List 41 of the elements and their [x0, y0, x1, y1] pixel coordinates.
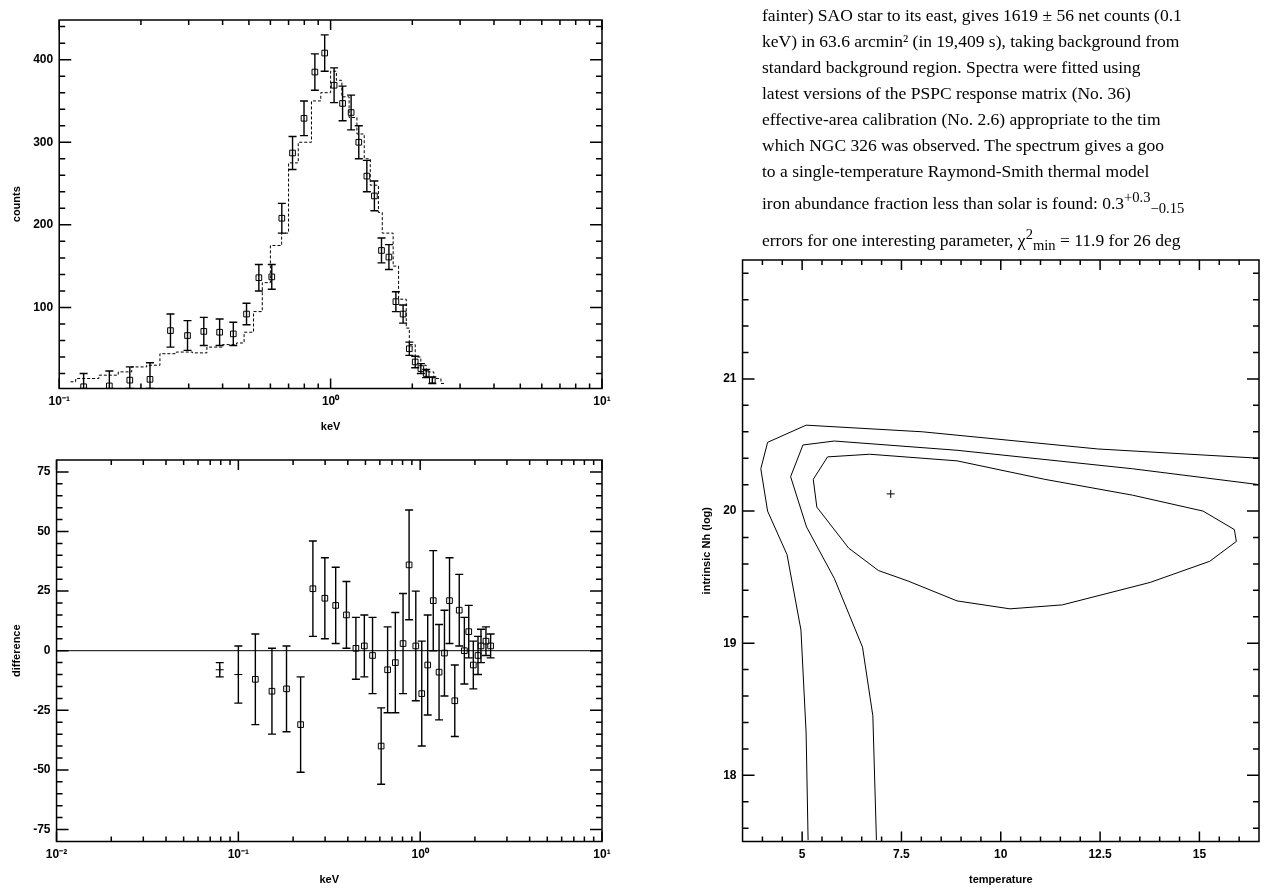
- text: errors for one interesting parameter, χ$^{2}$$_{min}$ = 11.9 for 26 deg: [762, 225, 1182, 256]
- y-tick-label: 200: [33, 217, 54, 232]
- x-tick-label: 15: [1192, 846, 1207, 861]
- x-axis-title: keV: [319, 873, 340, 886]
- y-axis-title: difference: [9, 624, 22, 677]
- y-axis-title: intrinsic Nh (log): [699, 506, 712, 595]
- text: which NGC 326 was observed. The spectrum gives a goo: [762, 134, 1166, 157]
- y-tick-label: 0: [43, 643, 51, 658]
- x-tick-label: 7.5: [893, 846, 911, 861]
- y-tick-label: 300: [33, 134, 54, 149]
- y-tick-label: 20: [723, 503, 737, 518]
- y-tick-label: -25: [33, 702, 51, 717]
- x-tick-label: 10⁻²: [45, 846, 68, 861]
- y-tick-label: 75: [37, 464, 51, 479]
- y-tick-label: 21: [723, 371, 737, 386]
- y-axis-title: counts: [9, 186, 22, 223]
- text: to a single-temperature Raymond-Smith thermal model: [762, 160, 1151, 183]
- y-tick-label: 100: [33, 299, 54, 314]
- x-tick-label: 10⁰: [411, 846, 430, 861]
- y-tick-label: -75: [33, 821, 51, 836]
- x-tick-label: 10¹: [593, 846, 611, 861]
- text: keV) in 63.6 arcmin² (in 19,409 s), taking background from: [762, 30, 1181, 53]
- text: standard background region. Spectra were fitted using: [762, 56, 1142, 79]
- x-tick-label: 10: [994, 846, 1008, 861]
- text: latest versions of the PSPC response matrix (No. 36): [762, 82, 1132, 105]
- x-tick-label: 12.5: [1088, 846, 1113, 861]
- x-axis-title: temperature: [968, 873, 1033, 886]
- text: effective-area calibration (No. 2.6) appropriate to the tim: [762, 108, 1162, 131]
- x-tick-label: 10⁻¹: [48, 393, 70, 408]
- text: fainter) SAO star to its east, gives 1619 ± 56 net counts (0.1: [762, 4, 1183, 27]
- x-tick-label: 5: [798, 846, 806, 861]
- x-tick-label: 10¹: [593, 393, 611, 408]
- y-tick-label: 18: [723, 767, 737, 782]
- x-tick-label: 10⁻¹: [227, 846, 250, 861]
- y-tick-label: 19: [723, 635, 737, 650]
- y-tick-label: -50: [33, 762, 51, 777]
- x-tick-label: 10⁰: [321, 393, 341, 408]
- y-tick-label: 400: [33, 51, 54, 66]
- y-tick-label: 50: [37, 523, 51, 538]
- y-tick-label: 25: [37, 583, 51, 598]
- x-axis-title: keV: [320, 420, 342, 433]
